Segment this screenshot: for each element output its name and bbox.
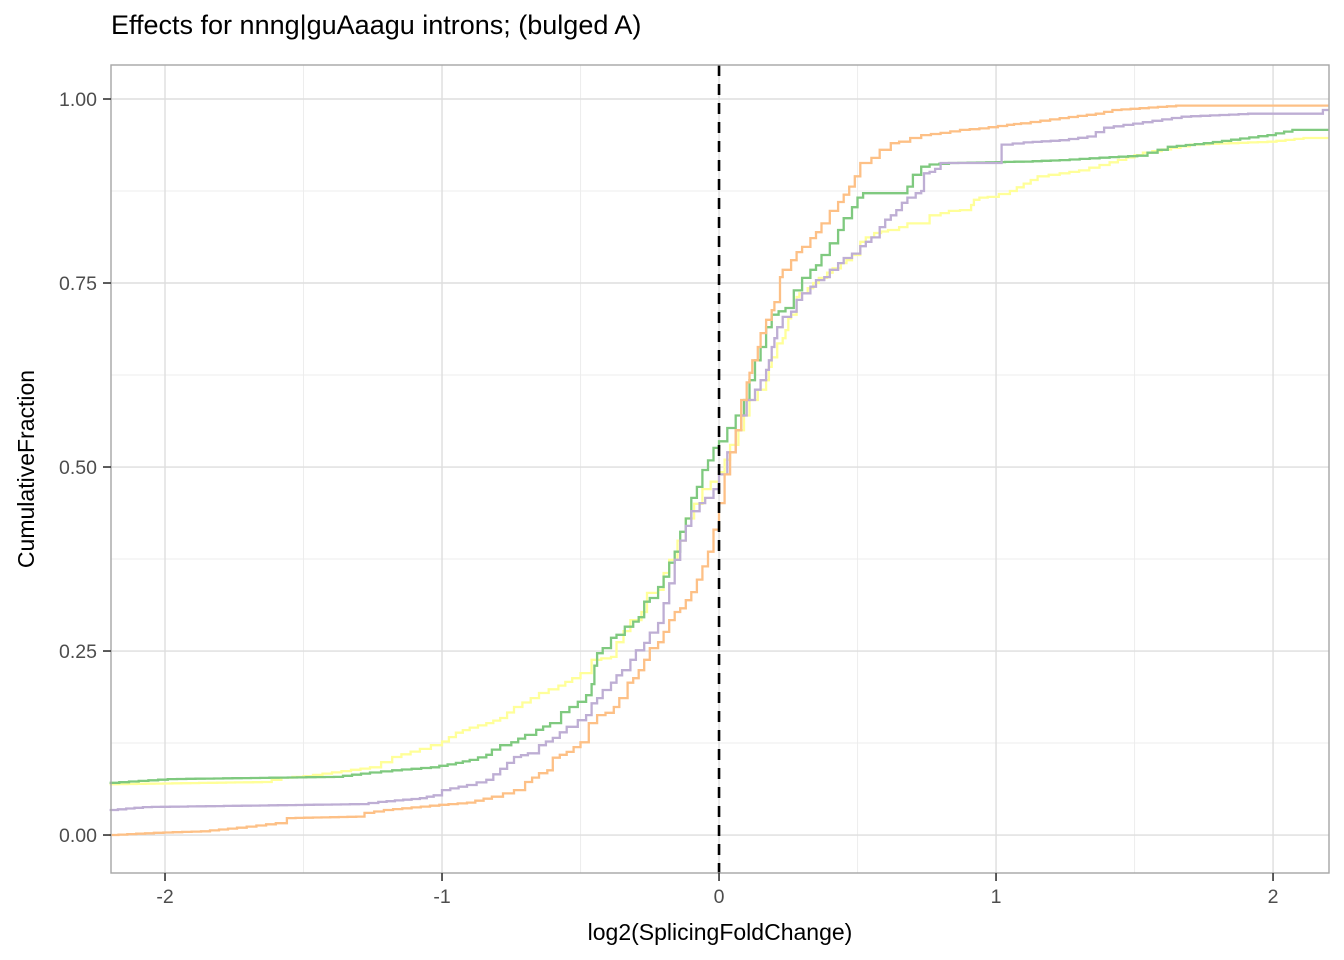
x-tick-label: 2 [1268, 886, 1279, 908]
chart-title: Effects for nnng|guAaagu introns; (bulge… [111, 10, 642, 40]
curve-green [109, 128, 1329, 784]
x-axis-title: log2(SplicingFoldChange) [588, 919, 853, 945]
panel-border [110, 64, 1330, 874]
y-tick-label: 0.50 [59, 457, 97, 479]
x-tick-label: 0 [714, 886, 725, 908]
x-tick-label: -2 [156, 886, 173, 908]
curve-yellow [109, 136, 1329, 786]
y-tick-label: 0.25 [59, 641, 97, 663]
x-tick-label: 1 [991, 886, 1002, 908]
curve-orange [109, 104, 1329, 837]
panel-layer: -2 -1 0 1 2 0.00 0.25 0.50 0.75 1.00 [59, 64, 1330, 908]
curve-purple [109, 108, 1329, 812]
x-tick-label: -1 [433, 886, 450, 908]
y-axis-title: CumulativeFraction [13, 370, 39, 568]
y-tick-label: 1.00 [59, 89, 97, 111]
y-tick-label: 0.00 [59, 825, 97, 847]
y-tick-label: 0.75 [59, 273, 97, 295]
